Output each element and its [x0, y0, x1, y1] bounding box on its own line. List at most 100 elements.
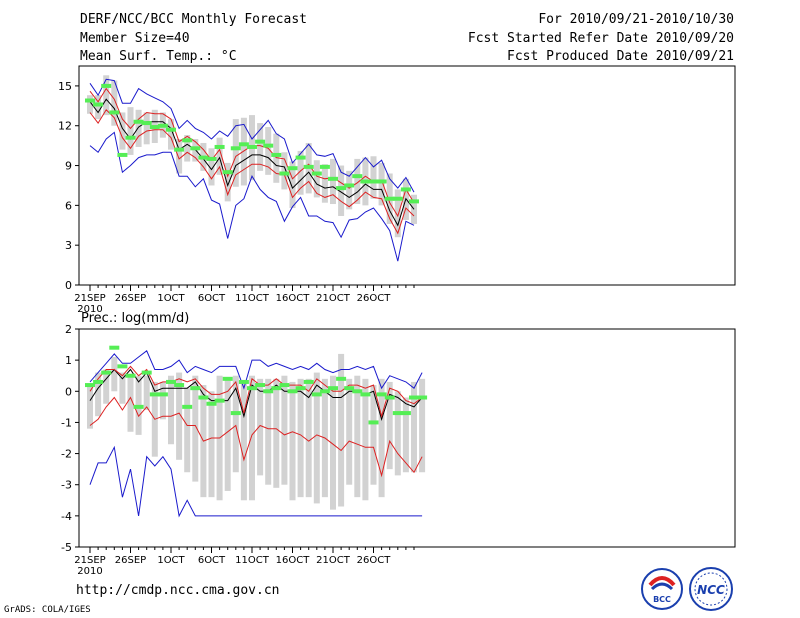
grads-credit: GrADS: COLA/IGES — [4, 605, 91, 615]
temp-observed-marker — [93, 102, 104, 107]
temp-ensemble-box — [411, 194, 417, 224]
temp-observed-marker — [206, 156, 217, 161]
prec-observed-marker — [392, 411, 403, 416]
prec-observed-marker — [303, 379, 314, 384]
temp-ensemble-box — [240, 117, 247, 186]
prec-ensemble-box — [273, 378, 280, 488]
bcc-logo: BCC — [641, 568, 683, 610]
temp-ensemble-box — [216, 137, 223, 175]
prec-observed-marker — [360, 392, 371, 397]
temp-ensemble-box — [338, 165, 345, 216]
temp-observed-marker — [400, 187, 411, 192]
temp-observed-marker — [409, 199, 419, 204]
temp-x-tick-label: 6OCT — [198, 293, 226, 304]
prec-ensemble-box — [119, 372, 126, 404]
prec-x-tick-label: 16OCT — [276, 555, 311, 566]
temp-plot-frame — [78, 65, 736, 286]
temp-observed-marker — [392, 196, 403, 201]
prec-observed-marker — [206, 401, 217, 406]
prec-upper-sigma-line — [89, 365, 423, 419]
temp-ensemble-box — [257, 123, 264, 171]
prec-ensemble-box — [184, 388, 191, 473]
prec-observed-marker — [157, 392, 168, 397]
source-url[interactable]: http://cmdp.ncc.cma.gov.cn — [76, 583, 280, 598]
prec-ensemble-box — [394, 391, 401, 476]
temp-ensemble-box — [111, 80, 118, 126]
prec-observed-marker — [328, 386, 338, 391]
prec-y-tick-label: -2 — [61, 448, 72, 461]
precip-panel-title: Prec.: log(mm/d) — [81, 311, 189, 326]
prec-ensemble-box — [168, 375, 174, 445]
prec-observed-marker — [279, 383, 290, 388]
temp-observed-marker — [384, 196, 395, 201]
temp-x-tick-label: 16OCT — [276, 293, 311, 304]
temp-observed-marker — [109, 110, 120, 115]
prec-ensemble-box — [176, 372, 183, 460]
prec-x-tick-label: 21OCT — [316, 555, 351, 566]
ncc-logo-text: NCC — [697, 583, 725, 597]
temp-observed-marker — [328, 176, 338, 181]
temp-observed-marker — [125, 135, 136, 140]
prec-y-tick-label: -5 — [61, 541, 72, 554]
prec-observed-marker — [417, 395, 428, 400]
prec-ensemble-box — [265, 378, 272, 485]
prec-ensemble-box — [297, 378, 304, 498]
prec-ensemble-box — [224, 378, 231, 491]
temp-ensemble-box — [297, 150, 304, 195]
temp-observed-marker — [319, 164, 330, 169]
prec-y-tick-label: -1 — [61, 416, 72, 429]
prec-observed-marker — [166, 379, 176, 384]
prec-ensemble-box — [378, 378, 385, 498]
prec-observed-marker — [247, 386, 257, 391]
temp-x-tick-label: 26OCT — [357, 293, 392, 304]
prec-observed-marker — [182, 404, 193, 409]
prec-observed-marker — [295, 386, 306, 391]
prec-observed-marker — [336, 376, 347, 381]
prec-observed-marker — [125, 373, 136, 378]
prec-lower-sigma-line — [89, 396, 423, 478]
temp-observed-marker — [352, 174, 363, 179]
temp-x-tick-label: 11OCT — [235, 293, 270, 304]
prec-ensemble-box — [232, 375, 239, 473]
temp-year-label: 2010 — [77, 304, 102, 315]
temp-ensemble-box — [208, 148, 215, 186]
prec-ensemble-box — [281, 375, 288, 485]
prec-observed-marker — [271, 386, 282, 391]
prec-x-tick-label: 21SEP — [74, 555, 105, 566]
prec-ensemble-box — [87, 385, 93, 429]
temp-observed-marker — [344, 183, 355, 188]
prec-observed-marker — [141, 370, 152, 375]
prec-observed-marker — [93, 379, 104, 384]
temp-observed-marker — [311, 171, 322, 176]
temp-ensemble-box — [354, 158, 361, 205]
temp-ensemble-box — [87, 95, 93, 114]
prec-ensemble-box — [159, 381, 166, 420]
temp-ensemble-box — [119, 112, 126, 150]
temp-ensemble-box — [127, 107, 134, 155]
prec-observed-marker — [409, 395, 419, 400]
prec-observed-marker — [376, 392, 387, 397]
prec-observed-marker — [238, 379, 249, 384]
temp-y-tick-label: 12 — [58, 120, 72, 133]
temp-ensemble-box — [346, 170, 353, 210]
prec-x-tick-label: 26SEP — [115, 555, 146, 566]
prec-observed-marker — [352, 389, 363, 394]
prec-y-tick-label: 0 — [65, 385, 72, 398]
temp-y-tick-label: 9 — [65, 160, 72, 173]
temp-ensemble-box — [273, 133, 280, 183]
prec-x-tick-label: 6OCT — [198, 555, 226, 566]
prec-ensemble-box — [289, 381, 296, 501]
temp-observed-marker — [360, 179, 371, 184]
temp-ensemble-box — [321, 164, 328, 203]
prec-ensemble-box — [240, 381, 247, 501]
variable-label: Mean Surf. Temp.: °C — [80, 49, 237, 64]
temp-ensemble-box — [289, 161, 296, 209]
prec-observed-marker — [101, 370, 112, 375]
temp-ensemble-box — [176, 139, 183, 174]
temp-x-tick-label: 26SEP — [115, 293, 146, 304]
prec-ensemble-box — [257, 378, 264, 476]
temp-observed-marker — [198, 155, 209, 160]
prec-observed-marker — [344, 386, 355, 391]
prec-year-label: 2010 — [77, 566, 102, 577]
temp-observed-marker — [295, 155, 306, 160]
